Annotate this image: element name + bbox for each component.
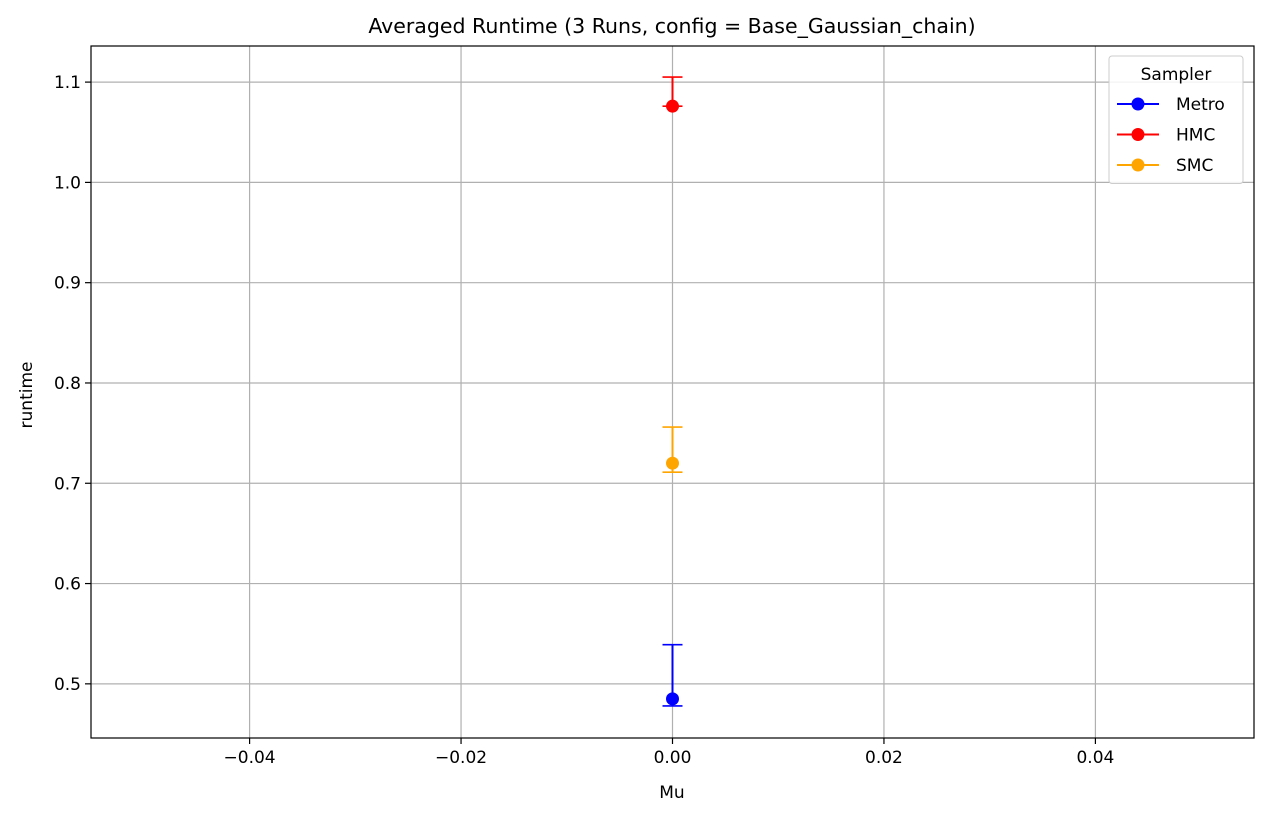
legend-marker	[1131, 128, 1145, 141]
x-tick-label: 0.04	[1076, 748, 1114, 768]
y-tick-label: 0.6	[54, 575, 81, 595]
legend-marker	[1131, 97, 1145, 111]
y-tick-label: 0.7	[54, 474, 81, 494]
legend: Sampler Metro HMC SMC	[1108, 55, 1244, 184]
data-point	[666, 692, 679, 706]
legend-title: Sampler	[1141, 65, 1212, 85]
legend-entry-hmc: HMC	[1117, 126, 1215, 146]
data-point	[666, 99, 679, 113]
legend-entry-smc: SMC	[1117, 156, 1213, 176]
series-hmc	[662, 76, 683, 113]
y-tick-label: 1.0	[54, 173, 81, 193]
x-tick-label: −0.04	[224, 748, 276, 768]
legend-entry-metro: Metro	[1117, 95, 1225, 115]
series-layer	[662, 76, 683, 707]
x-tick-label: −0.02	[435, 748, 487, 768]
y-tick-label: 0.5	[54, 675, 81, 695]
legend-label: HMC	[1176, 126, 1215, 146]
axis-ticks: −0.04 −0.02 0.00 0.02 0.04 0.5 0.6 0.7 0.8 0.9 1.0…	[54, 73, 1114, 768]
data-point	[666, 456, 679, 470]
y-axis-title: runtime	[17, 362, 37, 429]
series-metro	[662, 643, 683, 707]
y-tick-label: 0.8	[54, 374, 81, 394]
series-smc	[662, 426, 683, 474]
x-tick-label: 0.02	[865, 748, 903, 768]
y-tick-label: 0.9	[54, 274, 81, 294]
legend-label: Metro	[1176, 95, 1225, 115]
grid-lines	[91, 46, 1254, 738]
legend-box	[1108, 55, 1244, 184]
legend-marker	[1131, 158, 1145, 172]
chart-title: Averaged Runtime (3 Runs, config = Base_…	[368, 14, 975, 39]
y-tick-label: 1.1	[54, 73, 81, 93]
x-axis-title: Mu	[659, 783, 684, 803]
legend-label: SMC	[1176, 156, 1213, 176]
x-tick-label: 0.00	[654, 748, 692, 768]
